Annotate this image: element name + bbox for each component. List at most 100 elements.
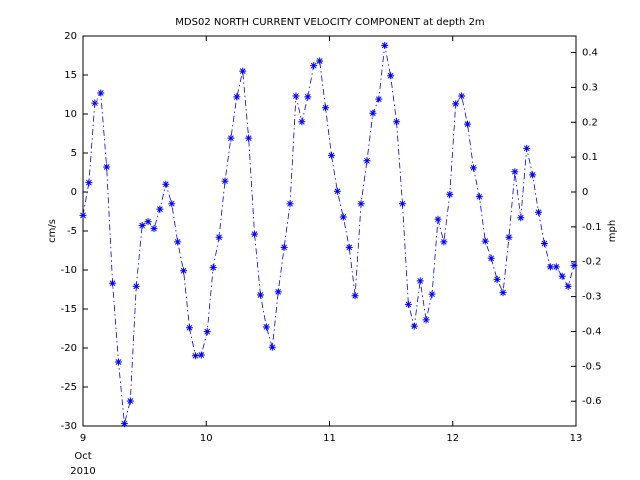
data-marker	[481, 237, 489, 245]
y-tick-label: -15	[61, 304, 77, 315]
data-marker	[262, 323, 270, 331]
data-marker	[428, 290, 436, 298]
data-marker	[387, 72, 395, 80]
data-marker	[97, 89, 105, 97]
y2-tick-label: -0.4	[582, 326, 602, 337]
y-tick-label: 10	[64, 109, 77, 120]
data-marker	[339, 213, 347, 221]
y2-tick-label: 0.2	[582, 117, 598, 128]
data-marker	[239, 67, 247, 75]
data-marker	[286, 200, 294, 208]
data-marker	[209, 264, 217, 272]
data-marker	[245, 134, 253, 142]
data-marker	[499, 289, 507, 297]
data-marker	[114, 358, 122, 366]
data-marker	[126, 397, 134, 405]
y2-tick-label: -0.3	[582, 292, 602, 303]
data-marker	[469, 164, 477, 172]
data-marker	[375, 95, 383, 103]
data-marker	[558, 272, 566, 280]
data-marker	[298, 118, 306, 126]
data-marker	[150, 225, 158, 233]
series-line	[82, 45, 575, 424]
x-tick-label: 12	[446, 433, 459, 444]
data-marker	[363, 157, 371, 165]
data-marker	[310, 62, 318, 70]
y-tick-label: -20	[61, 343, 77, 354]
data-marker	[280, 243, 288, 251]
data-marker	[292, 92, 300, 100]
y2-tick-label: 0.3	[582, 82, 598, 93]
data-marker	[564, 282, 572, 290]
data-marker	[227, 134, 235, 142]
data-marker	[475, 193, 483, 201]
data-marker	[109, 279, 117, 287]
data-marker	[197, 351, 205, 359]
y2-tick-label: -0.5	[582, 361, 602, 372]
data-marker	[79, 211, 87, 219]
y2-tick-label: 0.1	[582, 152, 598, 163]
data-marker	[458, 92, 466, 100]
data-marker	[570, 261, 578, 269]
y-tick-label: 20	[64, 31, 77, 42]
data-marker	[251, 230, 259, 238]
data-marker	[168, 200, 176, 208]
data-marker	[333, 187, 341, 195]
data-marker	[552, 263, 560, 271]
y-tick-label: -30	[61, 421, 77, 432]
data-marker	[268, 343, 276, 351]
data-marker	[327, 151, 335, 159]
x-tick-label: 13	[570, 433, 583, 444]
y-tick-label: -25	[61, 382, 77, 393]
data-marker	[162, 180, 170, 188]
data-marker	[103, 163, 111, 171]
data-marker	[304, 93, 312, 101]
data-marker	[440, 238, 448, 246]
data-marker	[144, 218, 152, 226]
data-marker	[487, 254, 495, 262]
data-marker	[180, 267, 188, 275]
data-marker	[546, 263, 554, 271]
data-marker	[505, 233, 513, 241]
data-marker	[256, 291, 264, 299]
y2-tick-label: -0.1	[582, 222, 602, 233]
data-marker	[91, 99, 99, 107]
data-marker	[221, 177, 229, 185]
y-tick-label: 15	[64, 70, 77, 81]
data-marker	[357, 200, 365, 208]
x-date-label: 2010	[70, 466, 95, 477]
data-marker	[535, 208, 543, 216]
data-marker	[191, 352, 199, 360]
data-marker	[452, 100, 460, 108]
plot-frame	[82, 35, 577, 427]
y2-tick-label: 0.4	[582, 48, 598, 59]
chart-title: MDS02 NORTH CURRENT VELOCITY COMPONENT a…	[175, 17, 484, 28]
data-marker	[393, 118, 401, 126]
data-marker	[369, 109, 377, 117]
y2-axis-label: mph	[607, 220, 618, 242]
y2-tick-label: 0	[582, 187, 588, 198]
data-marker	[215, 233, 223, 241]
x-tick-label: 11	[323, 433, 336, 444]
data-marker	[422, 316, 430, 324]
data-marker	[138, 222, 146, 230]
data-marker	[156, 205, 164, 213]
data-marker	[322, 104, 330, 112]
data-marker	[398, 200, 406, 208]
data-marker	[404, 300, 412, 308]
data-marker	[540, 239, 548, 247]
x-tick-label: 10	[200, 433, 213, 444]
y2-tick-label: -0.6	[582, 396, 602, 407]
data-marker	[274, 288, 282, 296]
data-marker	[120, 420, 128, 428]
data-marker	[203, 328, 211, 336]
data-marker	[493, 275, 501, 283]
data-marker	[351, 292, 359, 300]
data-marker	[529, 171, 537, 179]
data-marker	[132, 282, 140, 290]
data-marker	[381, 41, 389, 49]
y-tick-label: 5	[71, 148, 77, 159]
data-marker	[446, 190, 454, 198]
